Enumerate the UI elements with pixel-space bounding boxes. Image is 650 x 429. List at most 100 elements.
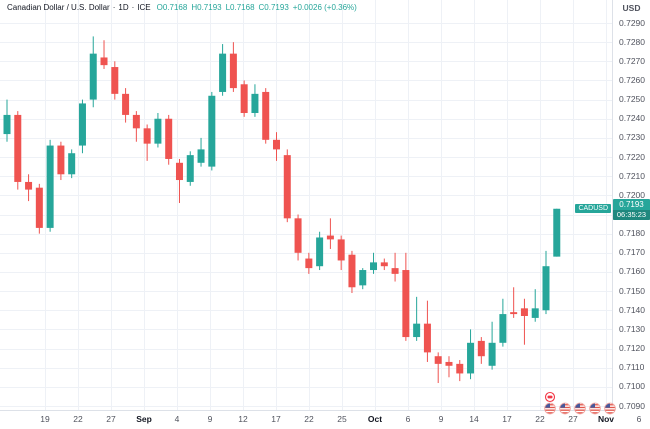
price-tick-label: 0.7200 bbox=[619, 189, 645, 200]
time-tick-label: 12 bbox=[238, 414, 248, 424]
price-tick-label: 0.7130 bbox=[619, 323, 645, 334]
candle[interactable] bbox=[467, 329, 475, 380]
price-tick-label: 0.7230 bbox=[619, 132, 645, 143]
candle[interactable] bbox=[326, 218, 334, 249]
time-tick-label: 4 bbox=[174, 414, 180, 424]
last-price-label: 0.7193 06:35:23 bbox=[613, 199, 650, 221]
us-flag-event-icon[interactable] bbox=[589, 403, 601, 414]
last-price-value: 0.7193 bbox=[619, 200, 644, 210]
time-tick-label: 27 bbox=[106, 414, 116, 424]
candle[interactable] bbox=[78, 99, 86, 154]
time-tick-label: Sep bbox=[136, 414, 152, 424]
candle[interactable] bbox=[186, 151, 194, 186]
candle[interactable] bbox=[111, 61, 119, 100]
us-flag-event-icon[interactable] bbox=[559, 403, 571, 414]
time-tick-label: 6 bbox=[636, 414, 642, 424]
candle[interactable] bbox=[165, 114, 173, 165]
candle[interactable] bbox=[316, 231, 324, 271]
price-tick-label: 0.7290 bbox=[619, 17, 645, 28]
us-flag-event-icon[interactable] bbox=[574, 403, 586, 414]
candle[interactable] bbox=[456, 360, 464, 382]
candle[interactable] bbox=[477, 337, 485, 364]
candles[interactable] bbox=[3, 36, 561, 384]
candle[interactable] bbox=[499, 298, 507, 347]
candle[interactable] bbox=[262, 88, 270, 144]
candle[interactable] bbox=[208, 91, 216, 171]
candle[interactable] bbox=[305, 252, 313, 274]
candle[interactable] bbox=[510, 287, 518, 318]
price-axis-currency-label: USD bbox=[622, 3, 641, 13]
time-tick-label: Nov bbox=[597, 414, 615, 424]
candle[interactable] bbox=[251, 84, 259, 117]
time-tick-label: 17 bbox=[502, 414, 512, 424]
price-tick-label: 0.7100 bbox=[619, 381, 645, 392]
candle[interactable] bbox=[413, 296, 421, 341]
candle[interactable] bbox=[132, 111, 140, 142]
candle[interactable] bbox=[46, 139, 54, 232]
candle[interactable] bbox=[89, 36, 97, 108]
interval-label[interactable]: 1D bbox=[118, 3, 129, 12]
candle[interactable] bbox=[531, 289, 539, 322]
candlestick-chart[interactable] bbox=[0, 0, 612, 410]
time-axis[interactable]: 19 22 27 Sep 4 9 12 17 22 25 Oct 6 9 14 17 22 27 Nov 6 bbox=[0, 411, 650, 429]
symbol-title[interactable]: Canadian Dollar / U.S. Dollar bbox=[7, 3, 110, 12]
candle[interactable] bbox=[57, 141, 65, 181]
candle[interactable] bbox=[3, 99, 11, 142]
last-price-symbol-tag: CADUSD bbox=[575, 203, 611, 213]
chart-plot-area[interactable]: Canadian Dollar / U.S. Dollar · 1D · ICE… bbox=[0, 0, 613, 411]
price-axis[interactable]: USD 0.7193 06:35:23 0.7290 0.7280 0.7270 0.… bbox=[613, 0, 650, 410]
candle[interactable] bbox=[423, 300, 431, 362]
candle[interactable] bbox=[154, 113, 162, 148]
candle[interactable] bbox=[68, 149, 76, 179]
price-tick-label: 0.7240 bbox=[619, 113, 645, 124]
candle[interactable] bbox=[273, 132, 280, 161]
candle[interactable] bbox=[25, 174, 33, 202]
candle[interactable] bbox=[542, 250, 550, 315]
candle[interactable] bbox=[445, 356, 453, 378]
candle[interactable] bbox=[100, 40, 108, 69]
ohlc-close: C0.7193 bbox=[258, 3, 289, 12]
candle[interactable] bbox=[434, 352, 442, 384]
economic-event-icons[interactable] bbox=[540, 389, 620, 417]
exchange-label: ICE bbox=[137, 3, 151, 12]
ohlc-open: O0.7168 bbox=[156, 3, 188, 12]
price-tick-label: 0.7140 bbox=[619, 304, 645, 315]
candle[interactable] bbox=[283, 149, 291, 223]
price-tick-label: 0.7090 bbox=[619, 400, 645, 411]
us-flag-event-icon[interactable] bbox=[604, 403, 616, 414]
candle[interactable] bbox=[14, 111, 22, 190]
time-tick-label: 22 bbox=[304, 414, 314, 424]
ohlc-high: H0.7193 bbox=[191, 3, 222, 12]
candle[interactable] bbox=[391, 252, 399, 282]
time-tick-label: 6 bbox=[405, 414, 411, 424]
candle[interactable] bbox=[553, 208, 561, 257]
candle[interactable] bbox=[370, 252, 378, 274]
time-tick-label: 22 bbox=[73, 414, 83, 424]
price-tick-label: 0.7270 bbox=[619, 55, 645, 66]
candle[interactable] bbox=[520, 298, 528, 345]
candle[interactable] bbox=[143, 124, 151, 161]
candle[interactable] bbox=[402, 252, 410, 341]
price-tick-label: 0.7260 bbox=[619, 74, 645, 85]
candle[interactable] bbox=[197, 137, 205, 167]
candle[interactable] bbox=[175, 158, 183, 204]
candle[interactable] bbox=[35, 183, 43, 234]
candle[interactable] bbox=[488, 321, 496, 370]
symbol-legend[interactable]: Canadian Dollar / U.S. Dollar · 1D · ICE… bbox=[7, 3, 357, 12]
candle[interactable] bbox=[229, 42, 237, 92]
event-marker-icon[interactable] bbox=[544, 391, 556, 403]
us-flag-event-icon[interactable] bbox=[544, 403, 556, 414]
candle[interactable] bbox=[380, 258, 388, 271]
candle[interactable] bbox=[219, 44, 227, 96]
change-value: +0.0026 (+0.36%) bbox=[292, 3, 357, 12]
candle[interactable] bbox=[294, 214, 302, 261]
candle[interactable] bbox=[240, 80, 248, 117]
bar-countdown-timer: 06:35:23 bbox=[613, 210, 650, 221]
time-tick-label: 25 bbox=[337, 414, 347, 424]
candle[interactable] bbox=[359, 268, 367, 290]
time-tick-label: 27 bbox=[568, 414, 578, 424]
candle[interactable] bbox=[337, 235, 345, 271]
candle[interactable] bbox=[348, 250, 356, 294]
candle[interactable] bbox=[122, 88, 130, 123]
